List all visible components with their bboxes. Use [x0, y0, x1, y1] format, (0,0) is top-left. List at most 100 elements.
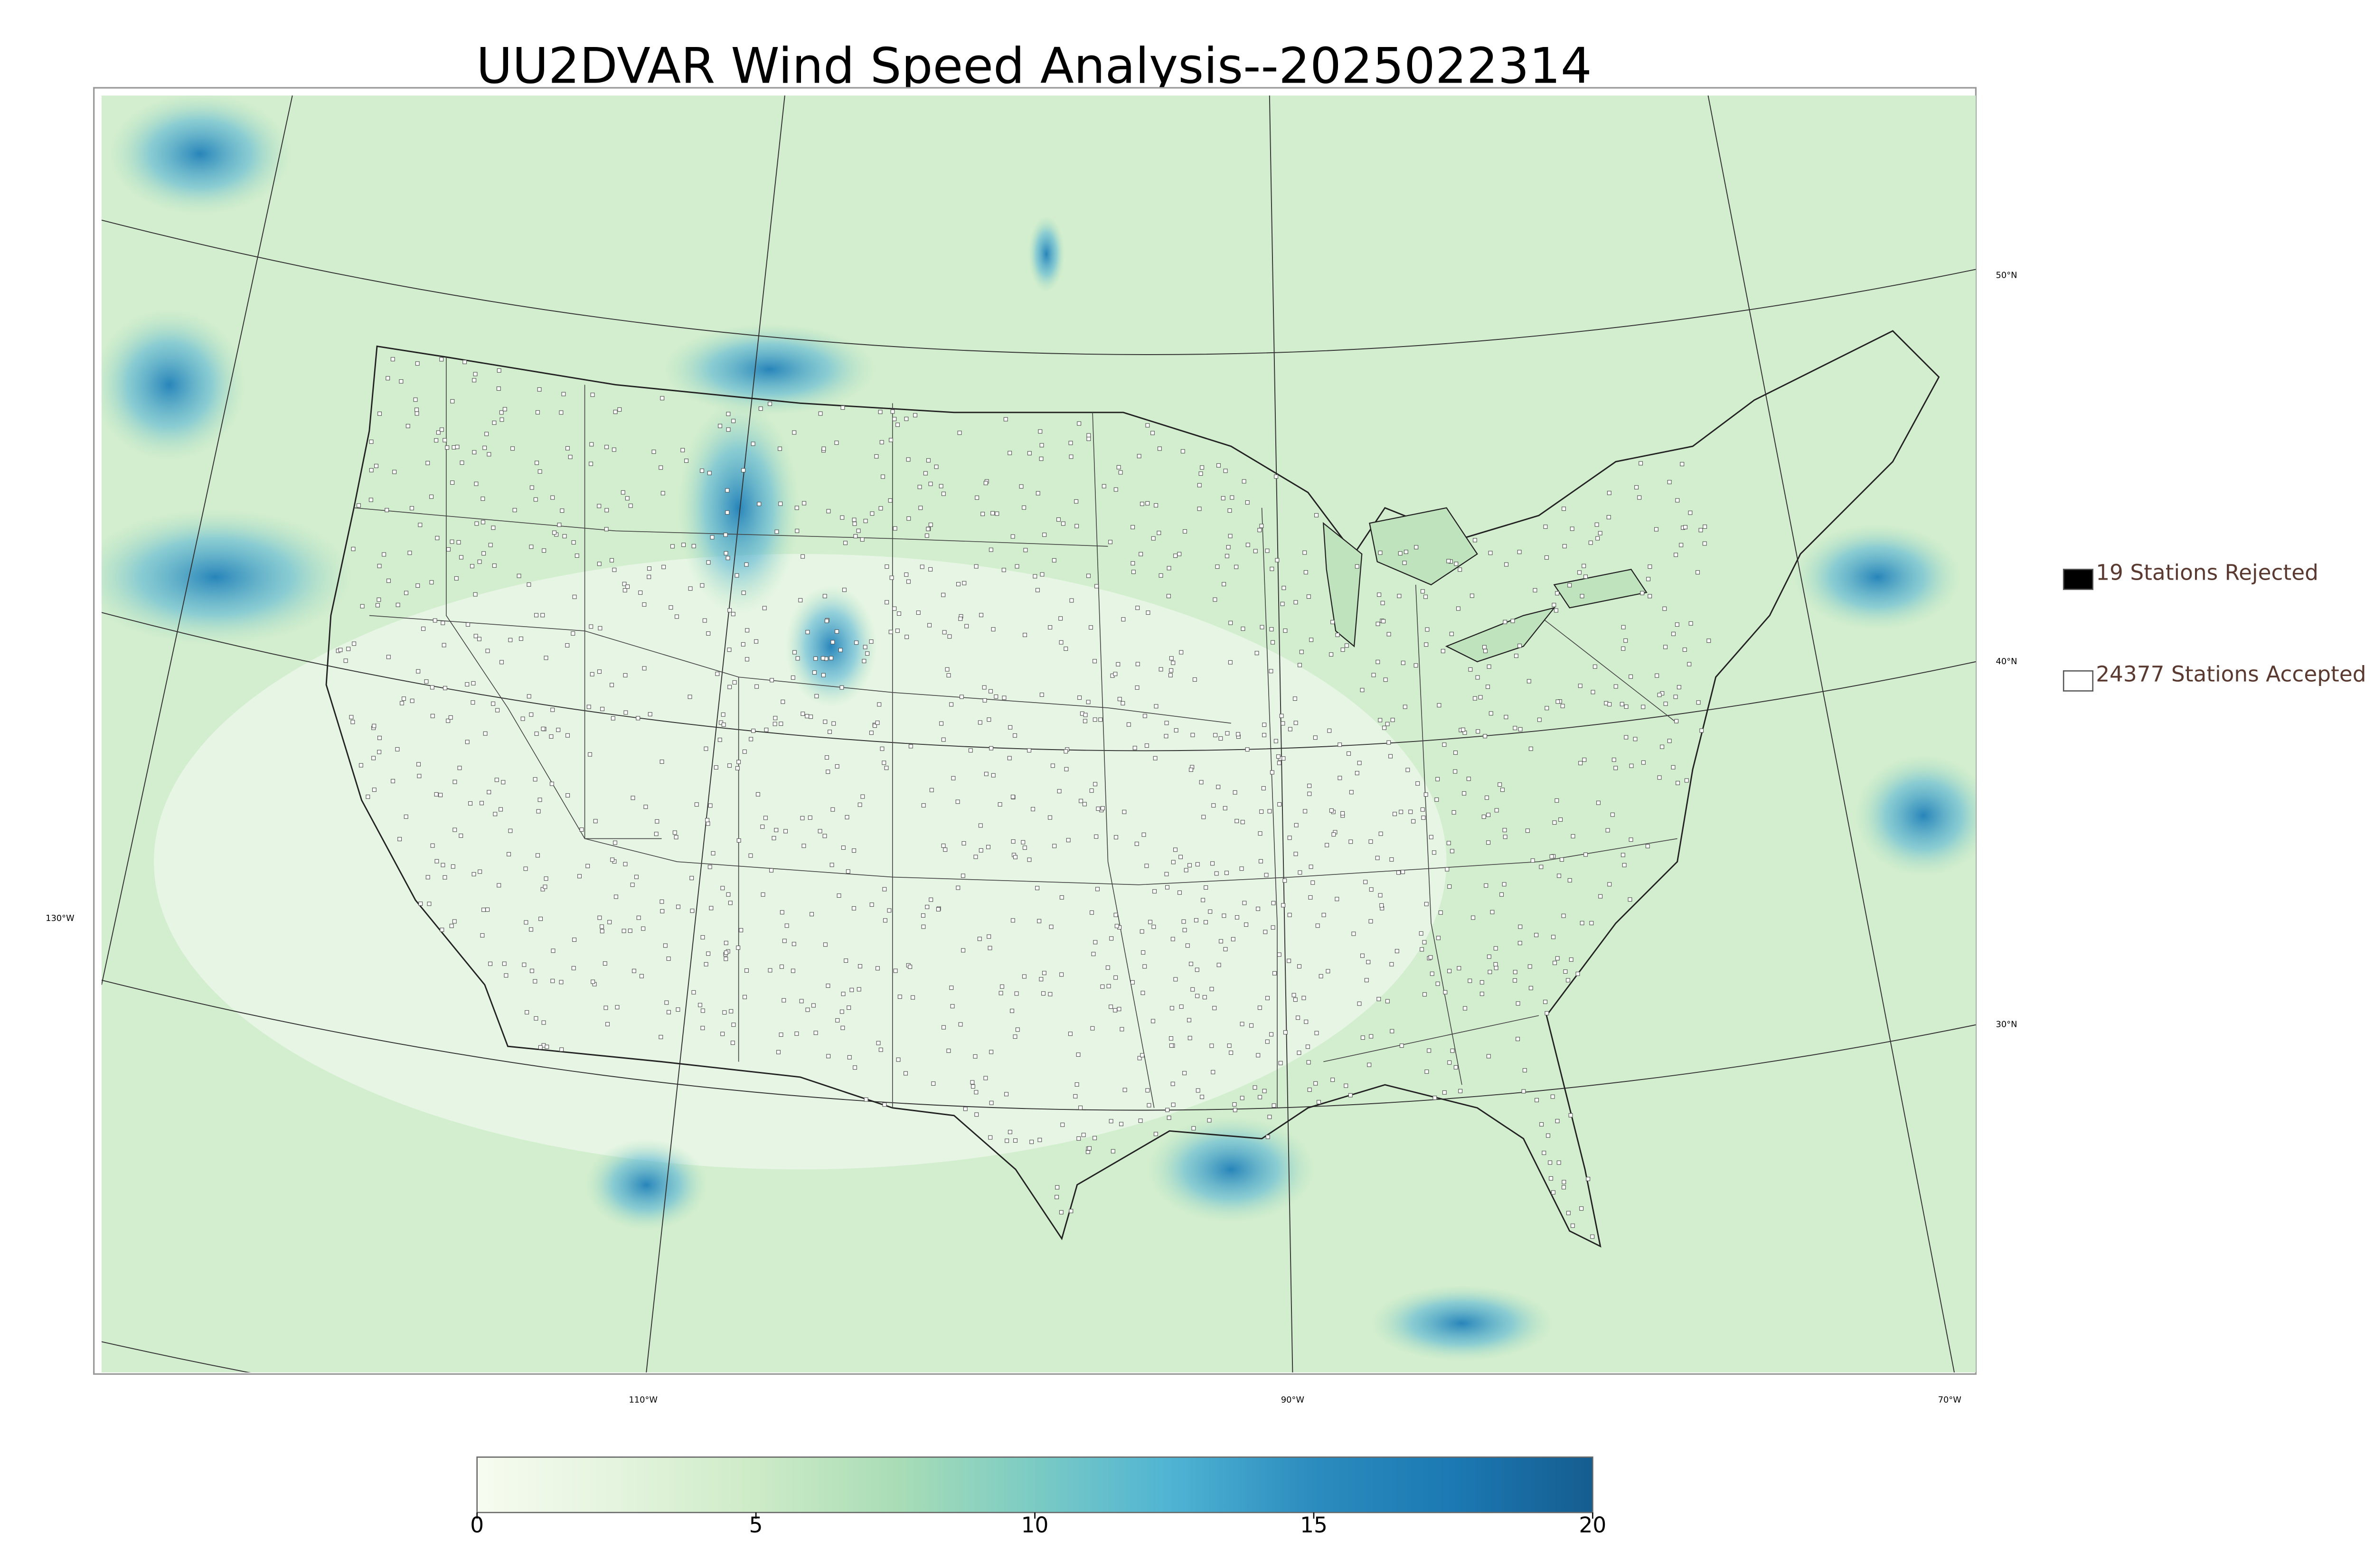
- station-marker: [906, 579, 911, 584]
- station-marker: [1629, 674, 1633, 679]
- station-marker: [939, 484, 943, 488]
- station-marker: [731, 612, 735, 616]
- station-marker: [731, 419, 736, 423]
- station-marker: [1577, 570, 1582, 575]
- station-marker: [1274, 474, 1279, 479]
- station-marker: [690, 909, 695, 913]
- station-marker: [1375, 621, 1380, 626]
- station-marker: [1244, 922, 1249, 927]
- station-marker: [835, 764, 839, 769]
- station-marker: [1151, 1019, 1155, 1023]
- station-marker: [721, 712, 725, 717]
- station-marker: [1420, 589, 1425, 594]
- station-marker: [1273, 739, 1278, 743]
- station-marker: [1386, 740, 1391, 745]
- station-marker: [1187, 1036, 1192, 1041]
- station-marker: [913, 413, 917, 418]
- station-marker: [1281, 586, 1286, 590]
- station-marker: [1141, 832, 1146, 837]
- station-marker: [1550, 1094, 1555, 1099]
- station-marker: [1114, 924, 1119, 929]
- station-marker: [1090, 910, 1094, 915]
- station-marker: [346, 647, 351, 651]
- station-marker: [1008, 451, 1012, 455]
- station-marker: [1064, 749, 1068, 754]
- station-marker: [351, 546, 356, 551]
- station-marker: [821, 446, 826, 451]
- station-marker: [1262, 1089, 1267, 1093]
- station-marker: [1011, 839, 1016, 844]
- station-marker: [415, 361, 420, 366]
- colorbar-tick-label: 20: [1579, 1512, 1607, 1538]
- station-marker: [538, 917, 543, 921]
- station-marker: [1052, 844, 1057, 848]
- station-marker: [1215, 564, 1220, 569]
- station-marker: [782, 998, 786, 1003]
- colorbar-tick-label: 15: [1300, 1512, 1328, 1538]
- station-marker: [1676, 780, 1680, 785]
- station-marker: [893, 968, 898, 973]
- station-marker: [1482, 645, 1487, 649]
- station-marker: [647, 566, 651, 571]
- station-marker: [826, 770, 830, 774]
- station-marker: [1331, 832, 1336, 837]
- station-marker: [892, 417, 897, 422]
- station-marker: [1083, 713, 1088, 717]
- station-marker: [1301, 995, 1306, 1000]
- station-marker: [1120, 1027, 1124, 1032]
- station-marker: [1583, 852, 1588, 857]
- station-marker: [450, 480, 455, 485]
- station-marker: [448, 715, 453, 720]
- station-marker: [1525, 828, 1530, 833]
- station-marker: [1240, 1022, 1244, 1026]
- station-marker: [527, 694, 531, 699]
- station-marker: [409, 506, 414, 511]
- station-marker: [1269, 1032, 1273, 1037]
- station-marker: [757, 502, 762, 507]
- station-marker: [440, 928, 444, 932]
- station-marker: [1187, 1018, 1191, 1023]
- station-marker: [1435, 981, 1440, 986]
- station-marker: [1486, 1054, 1491, 1059]
- station-marker: [1458, 567, 1462, 572]
- station-marker: [792, 430, 797, 435]
- station-marker: [1037, 919, 1042, 923]
- station-marker: [1098, 717, 1103, 722]
- station-marker: [974, 1090, 979, 1095]
- station-marker: [1582, 757, 1587, 762]
- station-marker: [1059, 640, 1064, 645]
- station-marker: [1169, 1006, 1174, 1011]
- wind-field: [584, 1138, 708, 1231]
- station-marker: [1442, 1090, 1447, 1095]
- station-marker: [518, 636, 523, 641]
- station-marker: [1438, 910, 1443, 915]
- station-marker: [1222, 582, 1226, 586]
- station-marker: [818, 411, 823, 416]
- station-marker: [1498, 782, 1502, 787]
- station-marker: [613, 410, 618, 414]
- station-marker: [1077, 695, 1082, 700]
- station-marker: [822, 594, 827, 599]
- station-marker: [745, 628, 750, 633]
- station-marker: [1267, 809, 1272, 814]
- station-marker: [758, 406, 763, 411]
- station-marker: [846, 869, 850, 874]
- station-marker: [600, 707, 605, 711]
- station-marker: [929, 897, 933, 902]
- station-marker: [1634, 485, 1639, 489]
- station-marker: [860, 794, 865, 799]
- station-marker: [1117, 1007, 1121, 1012]
- station-marker: [920, 564, 924, 569]
- station-marker: [1003, 417, 1008, 422]
- station-marker: [430, 843, 435, 848]
- station-marker: [1360, 688, 1365, 693]
- station-marker: [676, 904, 680, 909]
- station-marker: [854, 640, 859, 645]
- station-marker: [1637, 495, 1642, 500]
- station-marker: [1423, 792, 1428, 797]
- station-marker: [1293, 997, 1298, 1002]
- station-marker: [1196, 1088, 1200, 1093]
- station-marker: [622, 929, 626, 933]
- station-marker: [550, 707, 555, 712]
- station-marker: [1277, 761, 1281, 765]
